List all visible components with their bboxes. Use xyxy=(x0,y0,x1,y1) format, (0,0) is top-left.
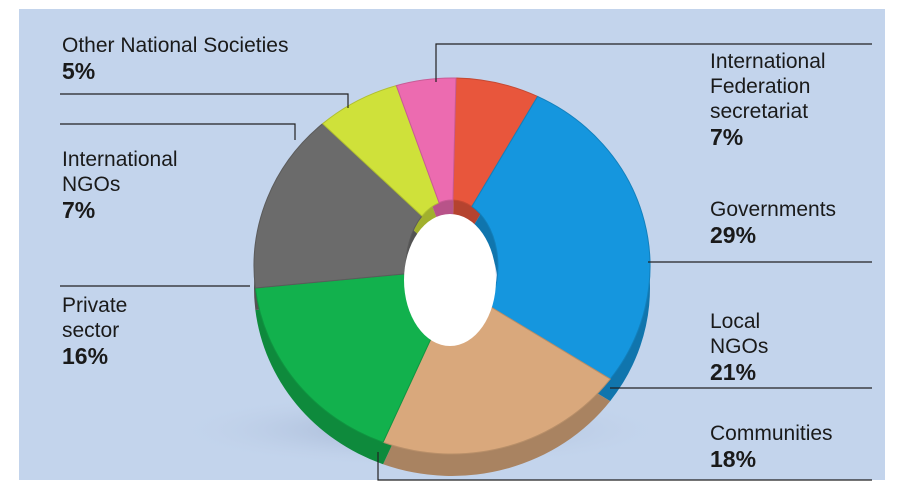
label-private-sector-value: 16% xyxy=(62,343,109,369)
label-governments: Governments 29% xyxy=(710,197,836,249)
label-communities-name: Communities xyxy=(710,422,833,445)
label-other-national-societies-value: 5% xyxy=(62,58,96,84)
label-international-ngos-name: International NGOs xyxy=(62,148,178,196)
label-governments-value: 29% xyxy=(710,222,757,248)
label-international-ngos: International NGOs 7% xyxy=(62,147,178,224)
leader-line-0 xyxy=(60,93,349,108)
slice-4 xyxy=(253,123,423,289)
label-local-ngos-name: Local NGOs xyxy=(710,310,769,358)
label-private-sector: Private sector 16% xyxy=(62,293,127,370)
leader-line-1 xyxy=(435,43,872,82)
slice-6 xyxy=(395,77,457,204)
label-other-national-societies: Other National Societies 5% xyxy=(62,33,288,85)
label-international-ngos-value: 7% xyxy=(62,197,96,223)
label-communities: Communities 18% xyxy=(710,421,833,473)
donut-hole xyxy=(404,214,496,346)
leader-line-6 xyxy=(377,452,872,481)
label-other-national-societies-name: Other National Societies xyxy=(62,34,289,57)
label-governments-name: Governments xyxy=(710,198,837,221)
label-international-federation-value: 7% xyxy=(710,124,744,150)
label-international-federation: International Federation secretariat 7% xyxy=(710,49,826,151)
label-international-federation-name: International Federation secretariat xyxy=(710,50,826,123)
label-communities-value: 18% xyxy=(710,446,757,472)
label-local-ngos: Local NGOs 21% xyxy=(710,309,768,386)
label-local-ngos-value: 21% xyxy=(710,359,757,385)
slice-1 xyxy=(471,95,651,380)
leader-line-2 xyxy=(60,123,296,140)
label-private-sector-name: Private sector xyxy=(62,294,128,342)
